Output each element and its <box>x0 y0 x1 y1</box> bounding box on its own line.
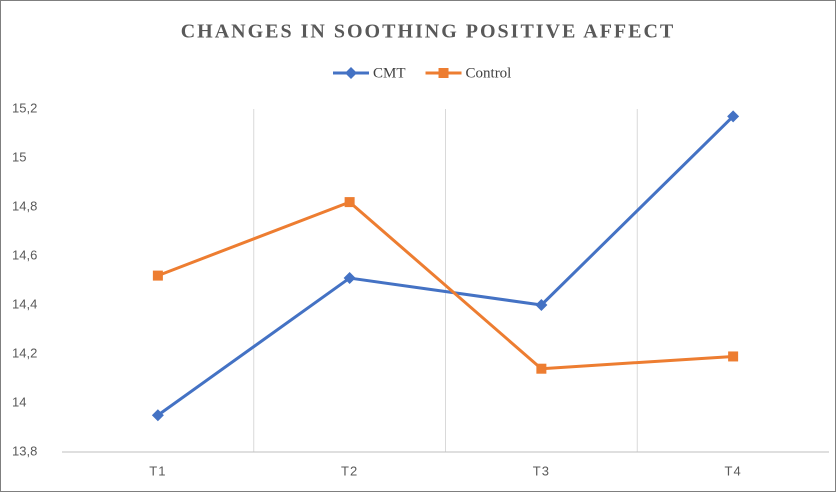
point-marker <box>728 351 739 362</box>
point-marker <box>343 272 356 285</box>
point-marker <box>535 299 548 311</box>
y-tick-label: 14 <box>12 394 26 409</box>
chart-title: CHANGES IN SOOTHING POSITIVE AFFECT <box>181 21 676 43</box>
legend-label: Control <box>466 65 512 81</box>
point-marker <box>727 110 740 123</box>
legend-label: CMT <box>373 65 406 81</box>
legend-marker <box>438 68 449 78</box>
series-line <box>157 200 734 371</box>
x-tick-label: T4 <box>725 463 742 478</box>
y-tick-label: 13,8 <box>12 443 37 458</box>
y-tick-label: 14,8 <box>12 198 37 213</box>
x-tick-label: T1 <box>149 463 166 478</box>
legend-marker <box>345 67 357 79</box>
point-marker <box>536 363 547 374</box>
point-marker <box>344 197 355 208</box>
y-tick-label: 15 <box>12 149 26 164</box>
x-tick-label: T2 <box>341 463 358 478</box>
x-tick-label: T3 <box>533 463 550 478</box>
point-marker <box>152 270 163 281</box>
y-tick-label: 14,2 <box>12 345 37 360</box>
y-tick-label: 14,4 <box>12 296 37 311</box>
series-line <box>157 115 735 417</box>
y-tick-label: 14,6 <box>12 247 37 262</box>
point-marker <box>151 409 164 422</box>
y-tick-label: 15,2 <box>12 100 37 115</box>
